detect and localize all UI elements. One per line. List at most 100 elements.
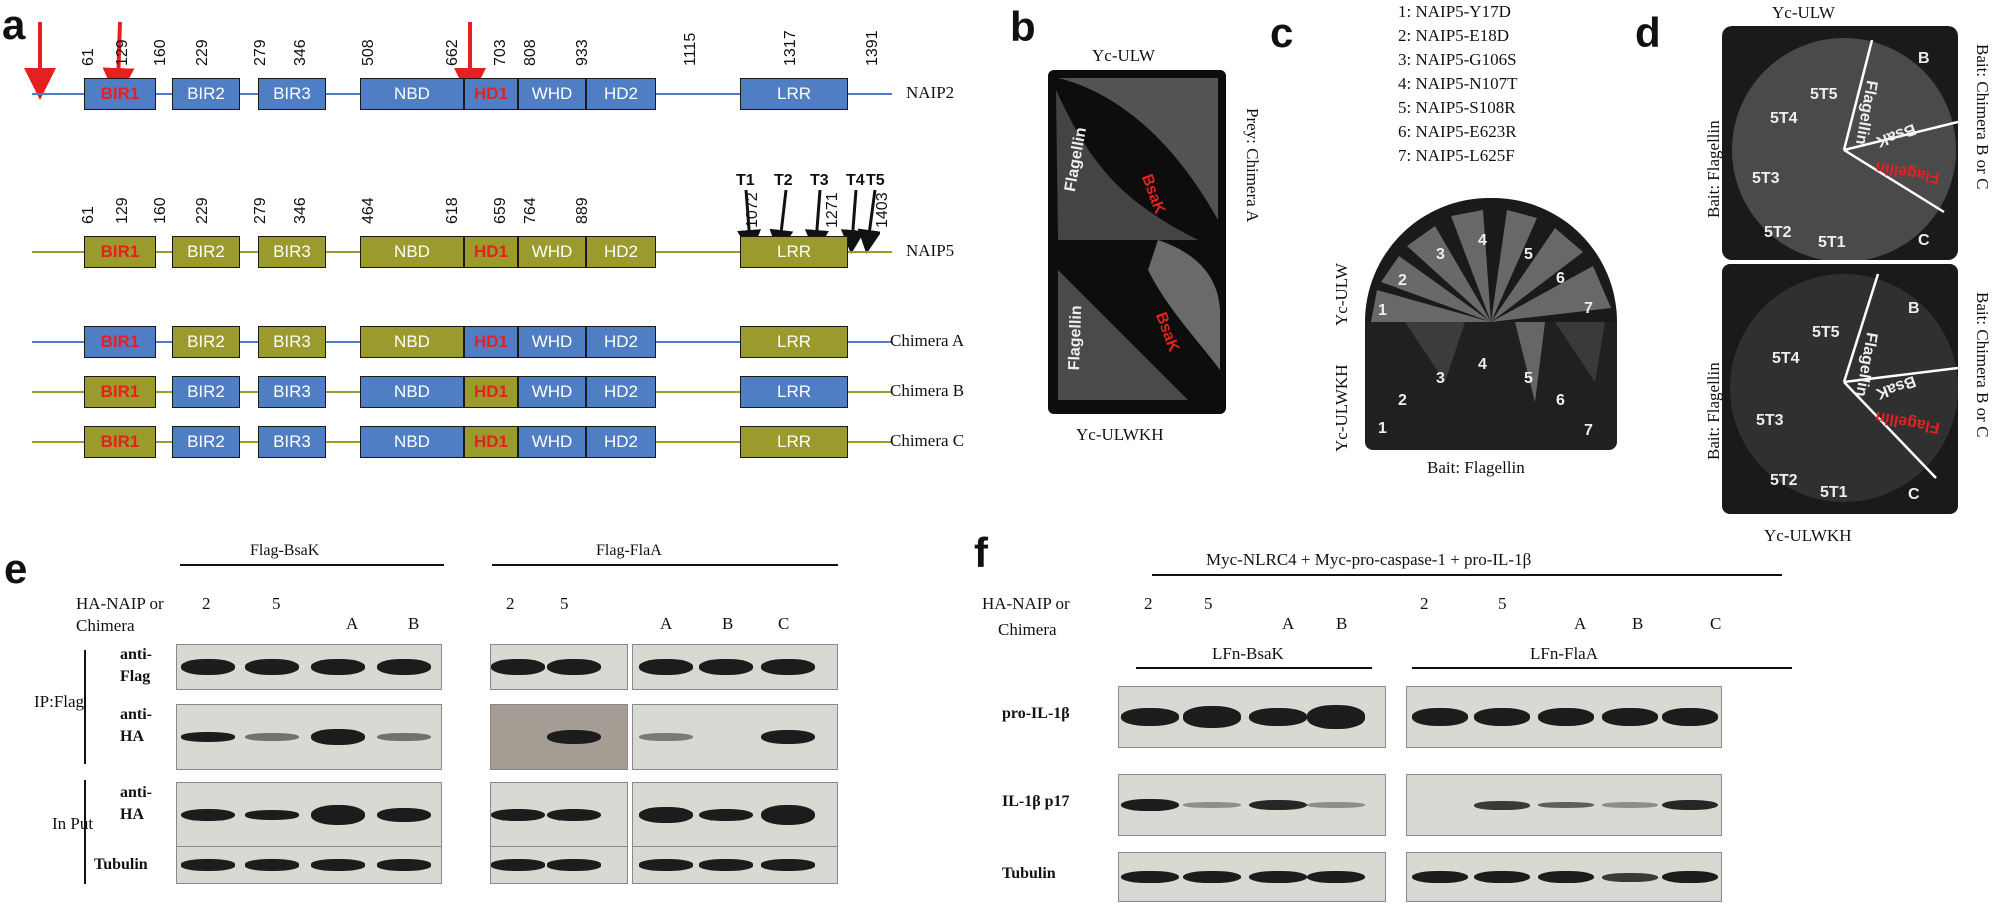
row-name: Chimera B — [890, 381, 965, 400]
naip5-number: 229 — [194, 197, 211, 224]
lane-label: B — [1632, 614, 1644, 633]
sector-number: 1 — [1378, 302, 1387, 319]
domain-whd: WHD — [518, 78, 586, 110]
domain-lrr: LRR — [740, 326, 848, 358]
panel-e-group1-line — [180, 564, 444, 566]
panel-b-prey-label: Prey: Chimera A — [1243, 108, 1262, 223]
domain-bir1: BIR1 — [84, 376, 156, 408]
naip2-number: 662 — [444, 39, 461, 66]
panel-f-group2: LFn-FlaA — [1530, 644, 1598, 663]
domain-nbd-label: NBD — [394, 432, 430, 451]
band — [1474, 800, 1530, 810]
domain-hd1-label: HD1 — [473, 242, 508, 261]
blot-label: Flag — [120, 668, 151, 685]
blot-label: Tubulin — [94, 856, 148, 873]
band — [761, 859, 815, 871]
naip2-number: 160 — [152, 39, 169, 66]
domain-bir2-label: BIR2 — [187, 242, 225, 261]
band — [491, 808, 545, 822]
band — [547, 859, 601, 871]
blot-label: anti- — [120, 784, 152, 801]
mutant-item: 5: NAIP5-S108R — [1398, 98, 1516, 117]
band — [1121, 798, 1179, 812]
panel-c-top-medium: Yc-ULW — [1332, 263, 1351, 326]
lane-label: 2 — [1144, 594, 1153, 613]
panel-e-group2: Flag-FlaA — [596, 542, 662, 559]
domain-bir3-label: BIR3 — [273, 242, 311, 261]
band — [181, 732, 235, 742]
naip2-number: 129 — [114, 39, 131, 66]
naip2-number: 61 — [80, 48, 97, 66]
domain-bir1-label: BIR1 — [100, 84, 140, 103]
panel-label-e: e — [4, 545, 28, 592]
panel-d-bait-left-bottom: Bait: Flagellin — [1704, 362, 1723, 460]
domain-bir3: BIR3 — [258, 426, 326, 458]
panel-d-top-medium: Yc-ULW — [1772, 3, 1835, 22]
trunc-T2: T2 — [774, 172, 793, 189]
band — [1602, 708, 1658, 726]
domain-bir3: BIR3 — [258, 376, 326, 408]
panel-e-input-label: In Put — [52, 814, 94, 833]
domain-hd2-label: HD2 — [603, 332, 638, 351]
band — [639, 807, 693, 823]
naip2-number: 346 — [292, 39, 309, 66]
band — [1183, 802, 1241, 808]
lane-label: 2 — [202, 594, 211, 613]
band — [377, 859, 431, 871]
trunc-T5: T5 — [866, 172, 885, 189]
domain-bir2-label: BIR2 — [187, 84, 225, 103]
band — [547, 808, 601, 822]
band — [377, 659, 431, 675]
band — [1249, 799, 1307, 811]
domain-lrr-label: LRR — [776, 432, 811, 451]
sector-number: 3 — [1436, 370, 1445, 387]
panel-label-d: d — [1635, 9, 1661, 56]
band — [547, 659, 601, 675]
band — [1183, 706, 1241, 728]
naip2-number: 1391 — [864, 30, 881, 66]
naip5-number: 346 — [292, 197, 309, 224]
domain-bir1-label: BIR1 — [100, 382, 140, 401]
mutant-item: 6: NAIP5-E623R — [1398, 122, 1517, 141]
sector-number: 5 — [1524, 246, 1533, 263]
lane-label: 2 — [1420, 594, 1429, 613]
blot-label: IL-1β p17 — [1002, 793, 1070, 810]
domain-hd1-label: HD1 — [473, 332, 508, 351]
sector-label: 5T3 — [1756, 412, 1784, 429]
lane-label: B — [408, 614, 420, 633]
lane-label: A — [346, 614, 359, 633]
lane-label: 5 — [1204, 594, 1213, 613]
band — [311, 804, 365, 826]
domain-bir2: BIR2 — [172, 78, 240, 110]
domain-nbd: NBD — [360, 426, 464, 458]
domain-bir1-label: BIR1 — [100, 332, 140, 351]
panel-f-header: Myc-NLRC4 + Myc-pro-caspase-1 + pro-IL-1… — [1206, 550, 1532, 569]
sector-label: 5T2 — [1770, 472, 1798, 489]
domain-lrr: LRR — [740, 78, 848, 110]
blot-label: pro-IL-1β — [1002, 705, 1070, 722]
band — [761, 659, 815, 675]
panel-f-group1-line — [1136, 667, 1372, 669]
sector-b: B — [1918, 50, 1930, 67]
panel-d-bait-right-top: Bait: Chimera B or C — [1973, 44, 1992, 190]
naip2-number: 703 — [492, 39, 509, 66]
domain-lrr-label: LRR — [776, 242, 811, 261]
domain-lrr: LRR — [740, 426, 848, 458]
band — [377, 807, 431, 823]
band — [311, 859, 365, 871]
lane-label: A — [1574, 614, 1587, 633]
domain-bir1: BIR1 — [84, 426, 156, 458]
naip2-number: 1317 — [782, 30, 799, 66]
naip5-number: 889 — [574, 197, 591, 224]
band — [491, 659, 545, 675]
domain-bir3-label: BIR3 — [273, 332, 311, 351]
band — [1249, 708, 1307, 726]
panel-e-row-header2: Chimera — [76, 616, 135, 635]
band — [1121, 708, 1179, 726]
lane-label: 5 — [272, 594, 281, 613]
band — [1183, 870, 1241, 884]
blot-label: HA — [120, 728, 144, 745]
domain-bir1: BIR1 — [84, 78, 156, 110]
panel-b-top-medium: Yc-ULW — [1092, 46, 1155, 65]
trunc-T1: T1 — [736, 172, 755, 189]
